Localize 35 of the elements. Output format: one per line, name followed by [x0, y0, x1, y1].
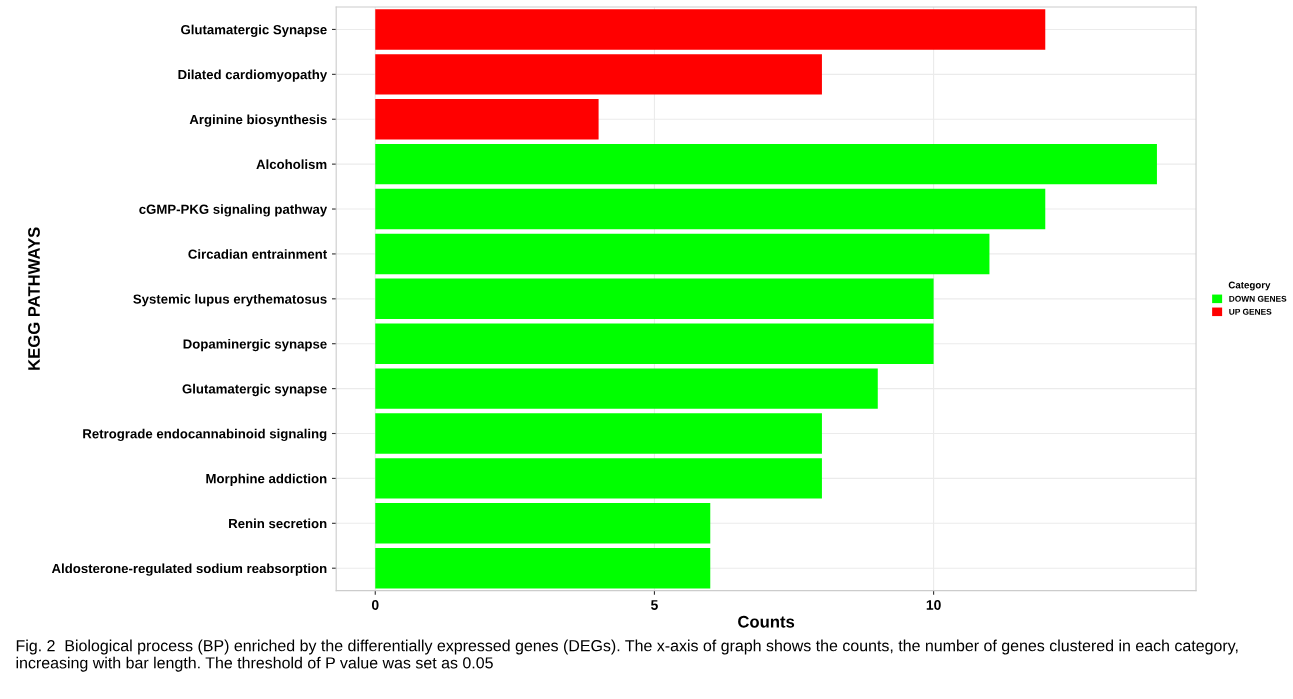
y-tick-label: Retrograde endocannabinoid signaling — [83, 428, 327, 442]
y-tick-label: Alcoholism — [256, 159, 327, 170]
legend-label: DOWN GENES — [1229, 295, 1287, 302]
legend-title: Category — [1228, 281, 1271, 291]
bar — [375, 9, 1046, 50]
bar — [375, 54, 822, 95]
y-tick-label: Dilated cardiomyopathy — [178, 69, 328, 82]
y-tick-label: Morphine addiction — [206, 473, 327, 486]
bar — [375, 99, 599, 140]
y-tick-label: Renin secretion — [229, 518, 327, 529]
y-tick-label: Glutamatergic Synapse — [181, 24, 327, 38]
bar — [375, 413, 822, 454]
bar — [375, 548, 711, 589]
bar — [375, 458, 822, 499]
y-axis-title: KEGG PATHWAYS — [28, 227, 40, 370]
y-tick-label: cGMP-PKG signaling pathway — [139, 204, 328, 217]
y-tick-label: Arginine biosynthesis — [189, 114, 327, 127]
bar — [375, 233, 990, 275]
x-tick-label: 10 — [926, 600, 941, 610]
y-tick-label: Circadian entrainment — [188, 249, 327, 259]
y-tick-label: Dopaminergic synapse — [183, 338, 327, 352]
bar — [375, 503, 711, 544]
x-axis-title: Counts — [738, 615, 795, 628]
y-tick-label: Glutamatergic synapse — [182, 383, 327, 397]
y-tick-label: Systemic lupus erythematosus — [133, 294, 327, 307]
bar — [375, 368, 878, 409]
bar — [375, 323, 934, 364]
caption: Fig. 2 Biological process (BP) enriched by the differentially expressed genes (DEGs). The x-axis of graph shows the counts, the number of genes clustered in each category, increasing with bar length. The threshold of P value was set as 0.05 — [16, 639, 1238, 672]
bar — [375, 188, 1046, 230]
y-tick-label: Aldosterone-regulated sodium reabsorption — [51, 563, 327, 576]
legend-label: UP GENES — [1229, 308, 1272, 315]
bar — [375, 143, 1157, 185]
bar — [375, 278, 934, 320]
x-tick-label: 5 — [651, 600, 658, 610]
x-tick-label: 0 — [371, 600, 379, 610]
